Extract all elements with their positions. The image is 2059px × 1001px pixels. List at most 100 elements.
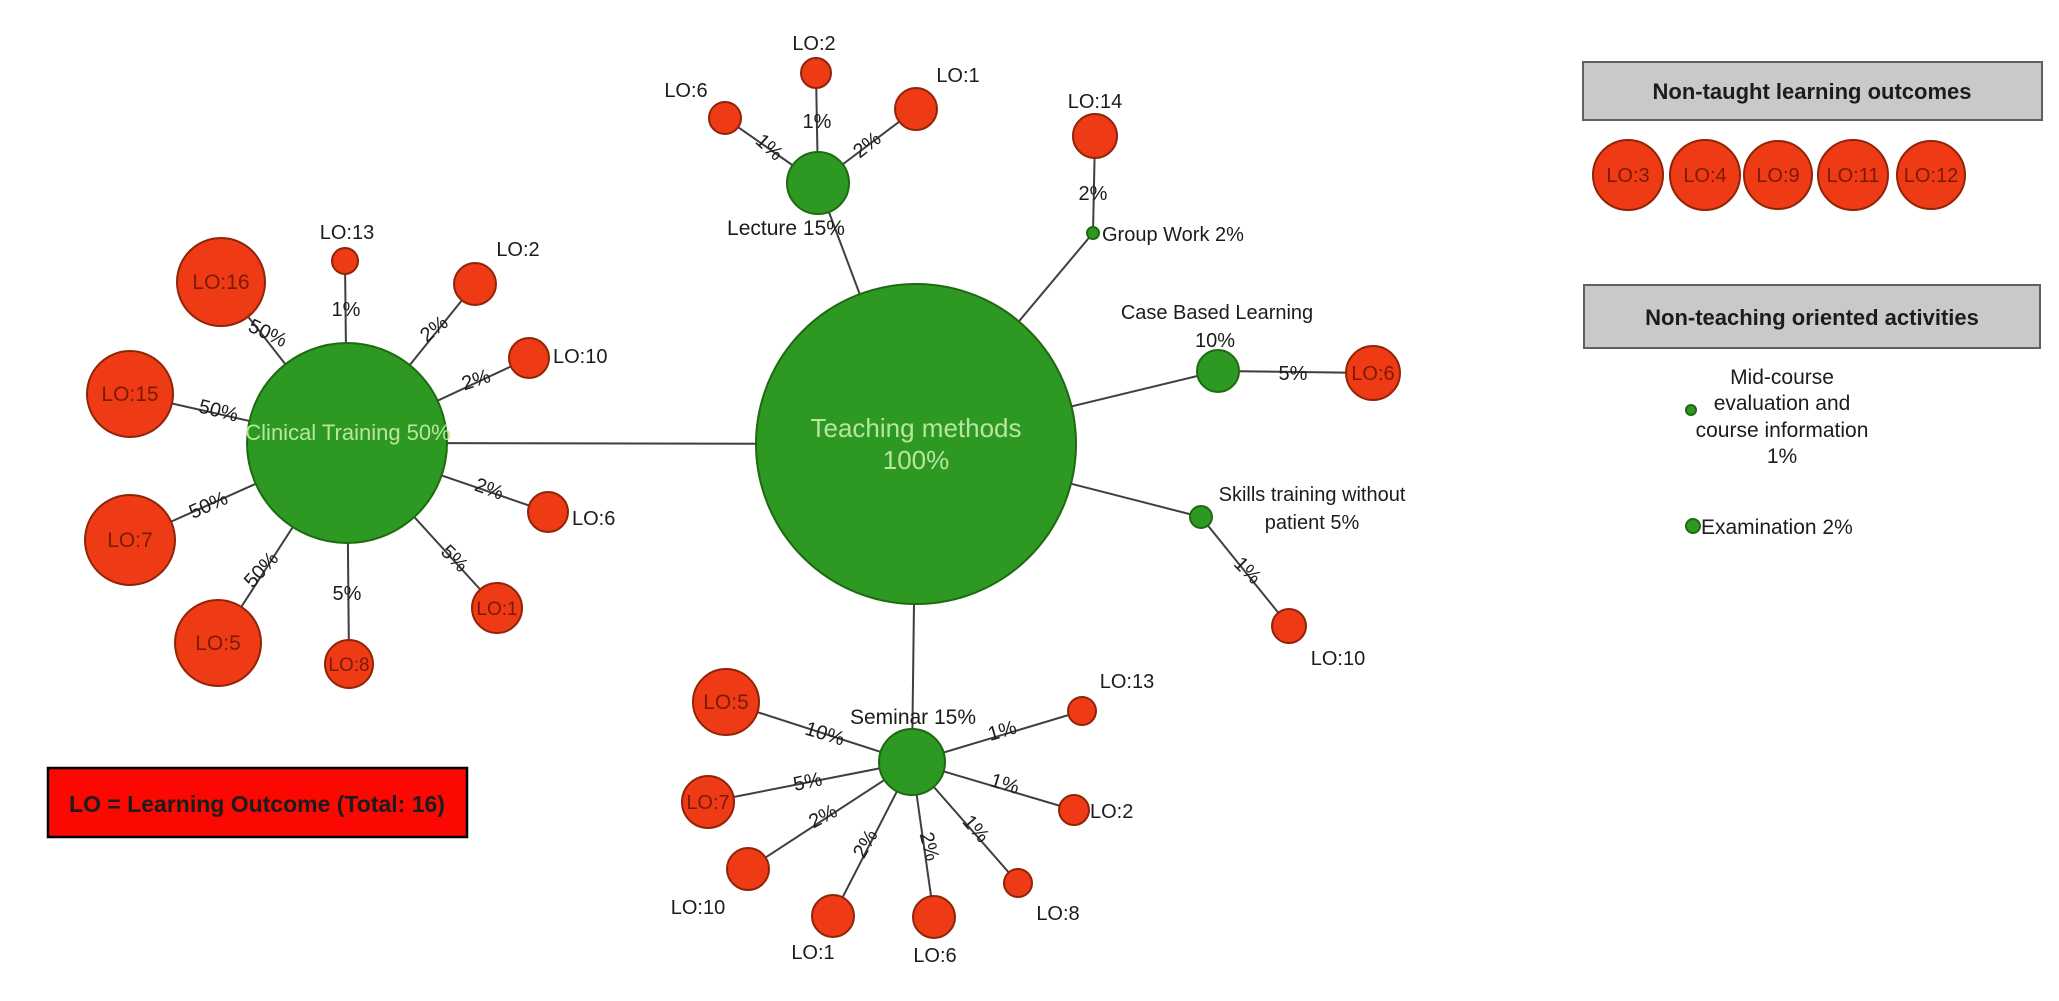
labels-layer: 1%1%2%2%50%1%2%2%50%50%50%5%5%2%10%5%2%2…: [101, 33, 1958, 967]
lo7-seminar-node: [681, 775, 735, 829]
non-teaching-header-title: Non-teaching oriented activities: [1645, 305, 1979, 330]
lo13-clinical-node: [331, 247, 359, 275]
edge-label-lecture-lo2: 1%: [803, 111, 832, 133]
group-work-node: [1086, 226, 1100, 240]
lo4-label: LO:4: [1683, 165, 1726, 187]
edge-label-clinical-lo10: 2%: [459, 365, 493, 395]
lo5-clinical-node: [174, 599, 262, 687]
lo2-clinical-node: [453, 262, 497, 306]
edge-label-seminar-lo7: 5%: [791, 768, 824, 796]
lo6-seminar-node: [912, 895, 956, 939]
lo5-clinical-label: LO:5: [195, 632, 241, 655]
edge-label-clinical-lo13: 1%: [332, 299, 361, 321]
non-taught-header-box: [1582, 61, 2043, 121]
edge-label-seminar-lo6: 2%: [915, 830, 943, 864]
lo6-lecture-node: [708, 101, 742, 135]
lo16-clinical-node: [176, 237, 266, 327]
lo5-seminar-node: [692, 668, 760, 736]
teaching-methods-pct: 100%: [883, 445, 950, 475]
clinical-training-label: Clinical Training 50%: [245, 420, 450, 445]
lo6-cbl-label: LO:6: [1351, 363, 1394, 385]
seminar-node: [878, 728, 946, 796]
teaching-methods-title: Teaching methods: [810, 413, 1021, 443]
lo8-clinical-node: [324, 639, 374, 689]
lo2-clinical-label: LO:2: [496, 239, 539, 261]
lo11-nontaught-node: [1817, 139, 1889, 211]
lo14-label: LO:14: [1068, 91, 1122, 113]
lo1-seminar-label: LO:1: [791, 942, 834, 964]
lo6-cbl-node: [1345, 345, 1401, 401]
lo9-nontaught-node: [1743, 140, 1813, 210]
group-work-label: Group Work 2%: [1102, 224, 1244, 246]
lo7-seminar-label: LO:7: [686, 792, 729, 814]
edge-label-clinical-lo15: 50%: [196, 396, 240, 427]
edge-label-clinical-lo7: 50%: [186, 487, 232, 523]
edge-label-groupwork-lo14: 2%: [1079, 183, 1108, 205]
lo13-seminar-node: [1067, 696, 1097, 726]
lo6-clinical-label: LO:6: [572, 508, 615, 530]
lo10-clinical-label: LO:10: [553, 346, 607, 368]
legend-box: [46, 766, 469, 839]
lo6-clinical-node: [527, 491, 569, 533]
lo3-label: LO:3: [1606, 165, 1649, 187]
edge-label-seminar-lo2: 1%: [988, 770, 1022, 800]
lo2-lecture-label: LO:2: [792, 33, 835, 55]
midcourse-dot-node: [1685, 404, 1697, 416]
examination-dot-node: [1685, 518, 1701, 534]
lo12-label: LO:12: [1904, 165, 1958, 187]
lo10-seminar-node: [726, 847, 770, 891]
examination-label: Examination 2%: [1701, 516, 1853, 539]
lo4-nontaught-node: [1669, 139, 1741, 211]
lo5-seminar-label: LO:5: [703, 691, 749, 714]
lo14-groupwork-node: [1072, 113, 1118, 159]
cbl-label-line1: Case Based Learning: [1121, 302, 1313, 324]
lo15-clinical-label: LO:15: [101, 383, 158, 406]
edge-label-clinical-lo5: 50%: [240, 548, 283, 593]
cbl-label-line2: 10%: [1195, 330, 1235, 352]
lo10-seminar-label: LO:10: [671, 897, 725, 919]
lo10-skills-label: LO:10: [1311, 648, 1365, 670]
lo13-clinical-label: LO:13: [320, 222, 374, 244]
legend: LO = Learning Outcome (Total: 16): [46, 766, 469, 839]
skills-label-line1: Skills training without: [1219, 484, 1406, 506]
lo15-clinical-node: [86, 350, 174, 438]
edge-label-seminar-lo13: 1%: [985, 717, 1019, 746]
lo2-seminar-node: [1058, 794, 1090, 826]
lo12-nontaught-node: [1896, 140, 1966, 210]
lo8-seminar-label: LO:8: [1036, 903, 1079, 925]
lo16-clinical-label: LO:16: [192, 271, 249, 294]
edge-label-clinical-lo6: 2%: [472, 474, 507, 505]
lo1-clinical-node: [471, 582, 523, 634]
skills-label-line2: patient 5%: [1265, 512, 1360, 534]
legend-label: LO = Learning Outcome (Total: 16): [69, 791, 445, 817]
midcourse-line4: 1%: [1767, 445, 1797, 468]
edge-label-clinical-lo16: 50%: [245, 315, 291, 352]
lo3-nontaught-node: [1592, 139, 1664, 211]
non-teaching-panel: Non-teaching oriented activities: [1583, 284, 2041, 349]
midcourse-line3: course information: [1696, 419, 1869, 442]
lecture-node: [786, 151, 850, 215]
case-based-learning-node: [1196, 349, 1240, 393]
edge-label-seminar-lo5: 10%: [802, 718, 847, 751]
lo6-seminar-label: LO:6: [913, 945, 956, 967]
lo8-clinical-label: LO:8: [328, 655, 369, 676]
clinical-training-node: [246, 342, 448, 544]
edge-label-seminar-lo1: 2%: [849, 826, 883, 862]
teaching-methods-node: [755, 283, 1077, 605]
lo1-lecture-node: [894, 87, 938, 131]
edge-skills-lo10: [1200, 516, 1290, 627]
midcourse-line2: evaluation and: [1714, 392, 1851, 415]
edge-label-clinical-lo8: 5%: [333, 583, 362, 605]
nodes-layer: [84, 57, 1966, 939]
edge-label-clinical-lo2: 2%: [416, 312, 452, 347]
lo8-seminar-node: [1003, 868, 1033, 898]
lo9-label: LO:9: [1756, 165, 1799, 187]
edge-label-cbl-lo6: 5%: [1279, 363, 1308, 385]
lo1-lecture-label: LO:1: [936, 65, 979, 87]
non-taught-panel: Non-taught learning outcomes: [1582, 61, 2043, 121]
edge-seminar-lo7: [707, 761, 913, 803]
lo1-seminar-node: [811, 894, 855, 938]
edge-label-lecture-lo1: 2%: [849, 128, 885, 163]
